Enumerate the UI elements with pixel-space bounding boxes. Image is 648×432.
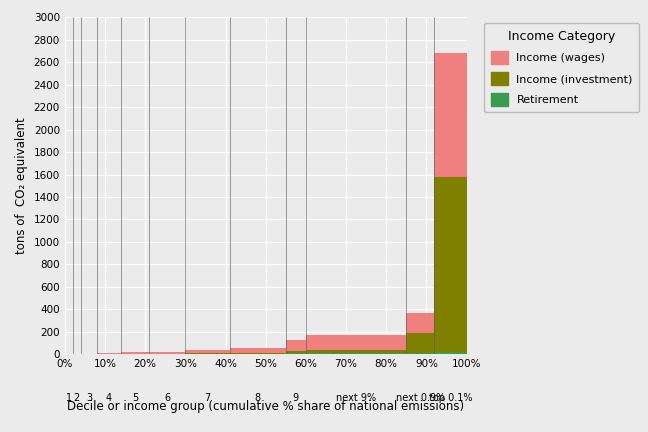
Bar <box>149 352 185 353</box>
Bar <box>306 353 406 354</box>
Bar <box>149 353 185 354</box>
Bar <box>286 340 306 351</box>
Bar <box>229 353 286 354</box>
Text: 7: 7 <box>204 393 211 403</box>
Bar <box>306 335 406 350</box>
Text: 5: 5 <box>132 393 138 403</box>
Bar <box>81 353 97 354</box>
Bar <box>434 177 467 352</box>
Bar <box>434 352 467 354</box>
Bar <box>434 53 467 177</box>
X-axis label: Decile or income group (cumulative % share of national emissions): Decile or income group (cumulative % sha… <box>67 400 464 413</box>
Bar <box>286 351 306 353</box>
Bar <box>406 334 434 353</box>
Legend: Income (wages), Income (investment), Retirement: Income (wages), Income (investment), Ret… <box>484 23 640 112</box>
Bar <box>229 348 286 353</box>
Text: 2: 2 <box>74 393 80 403</box>
Bar <box>185 353 229 354</box>
Text: top 0.1%: top 0.1% <box>429 393 472 403</box>
Text: 3: 3 <box>86 393 92 403</box>
Text: 6: 6 <box>164 393 170 403</box>
Text: 9: 9 <box>293 393 299 403</box>
Text: 4: 4 <box>106 393 112 403</box>
Text: next 9%: next 9% <box>336 393 376 403</box>
Bar <box>306 350 406 353</box>
Text: 8: 8 <box>255 393 260 403</box>
Bar <box>185 350 229 353</box>
Bar <box>286 353 306 354</box>
Text: 1: 1 <box>65 393 72 403</box>
Bar <box>97 353 121 354</box>
Bar <box>406 313 434 334</box>
Bar <box>121 352 149 354</box>
Text: next 0.9%: next 0.9% <box>396 393 445 403</box>
Bar <box>406 353 434 354</box>
Y-axis label: tons of  CO₂ equivalent: tons of CO₂ equivalent <box>15 118 28 254</box>
